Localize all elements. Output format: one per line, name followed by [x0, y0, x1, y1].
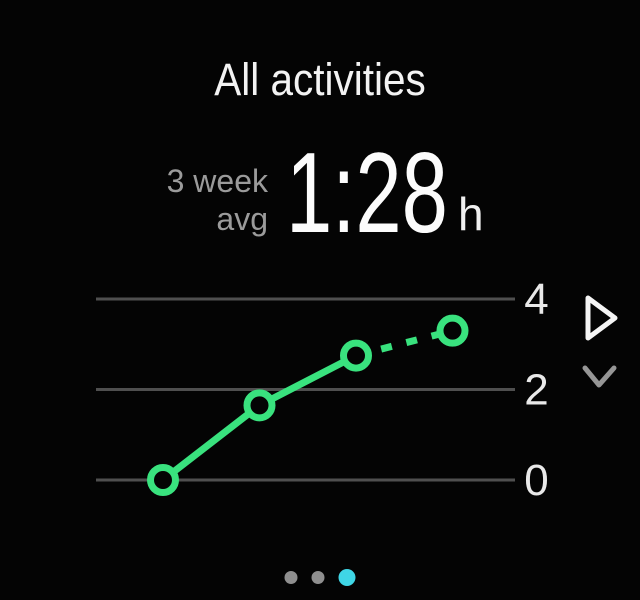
average-unit: h: [458, 188, 484, 240]
y-tick-label: 0: [524, 456, 548, 505]
line-segment: [256, 352, 360, 409]
line-segment: [355, 327, 454, 359]
chevron-down-icon: [582, 365, 617, 388]
data-point: [147, 464, 179, 496]
average-value: 1:28: [286, 130, 448, 257]
average-label: 3 week avg: [167, 162, 268, 238]
average-label-line2: avg: [216, 201, 268, 237]
page-indicator: [284, 568, 356, 586]
page-title: All activities: [214, 54, 426, 105]
next-page-icon[interactable]: [584, 294, 622, 344]
data-point: [340, 339, 372, 372]
y-tick-label: 4: [524, 275, 548, 324]
page-dot: [284, 570, 298, 584]
y-tick-label: 2: [524, 366, 548, 415]
line-segment: [159, 401, 263, 484]
page-dot-active: [338, 568, 356, 586]
page-dot: [311, 570, 325, 584]
scroll-down-icon[interactable]: [581, 363, 619, 391]
average-label-line1: 3 week: [166, 163, 268, 199]
data-point: [243, 389, 276, 422]
data-point: [436, 314, 469, 347]
triangle-right-icon: [585, 295, 618, 341]
